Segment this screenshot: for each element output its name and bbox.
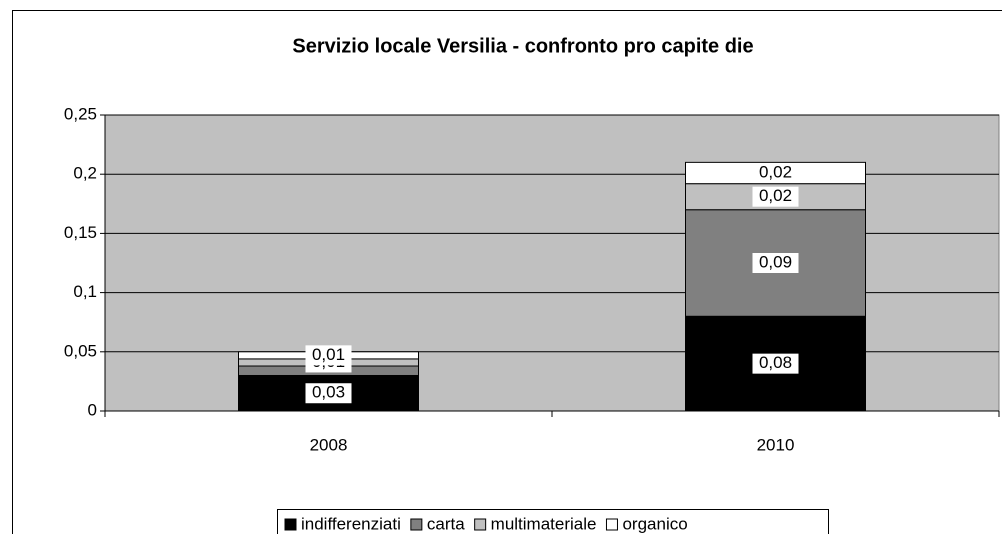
- data-label-group: 0,08: [752, 353, 799, 374]
- legend-swatch: [474, 518, 487, 531]
- data-label-bg: [752, 353, 799, 374]
- legend-label: multimateriale: [491, 514, 597, 533]
- legend-label: carta: [427, 514, 465, 533]
- y-tick-label: 0,1: [73, 282, 97, 301]
- data-label-group: 0,01: [305, 345, 352, 366]
- x-tick-label: 2010: [757, 435, 795, 454]
- data-label-group: 0,09: [752, 252, 799, 273]
- data-label: 0,09: [759, 252, 792, 271]
- data-label-group: 0,02: [752, 186, 799, 207]
- y-tick-label: 0,2: [73, 164, 97, 183]
- data-label: 0,01: [312, 345, 345, 364]
- legend-label: organico: [622, 514, 687, 533]
- chart-title: Servizio locale Versilia - confronto pro…: [292, 35, 753, 57]
- x-tick-label: 2008: [310, 435, 348, 454]
- legend-swatch: [284, 518, 297, 531]
- data-label-bg: [305, 345, 352, 366]
- legend-swatch: [410, 518, 423, 531]
- data-label: 0,02: [759, 163, 792, 182]
- y-tick-label: 0: [88, 400, 97, 419]
- legend-label: indifferenziati: [301, 514, 401, 533]
- legend-swatch: [605, 518, 618, 531]
- data-label-group: 0,02: [752, 163, 799, 184]
- data-label-group: 0,03: [305, 383, 352, 404]
- data-label: 0,08: [759, 353, 792, 372]
- y-tick-label: 0,25: [64, 104, 97, 123]
- data-label-bg: [752, 163, 799, 184]
- y-tick-label: 0,15: [64, 223, 97, 242]
- data-label: 0,03: [312, 383, 345, 402]
- data-label: 0,02: [759, 186, 792, 205]
- data-label-bg: [305, 383, 352, 404]
- data-label-bg: [752, 253, 799, 273]
- data-label-bg: [752, 186, 799, 207]
- legend-box: [277, 509, 829, 534]
- y-tick-label: 0,05: [64, 341, 97, 360]
